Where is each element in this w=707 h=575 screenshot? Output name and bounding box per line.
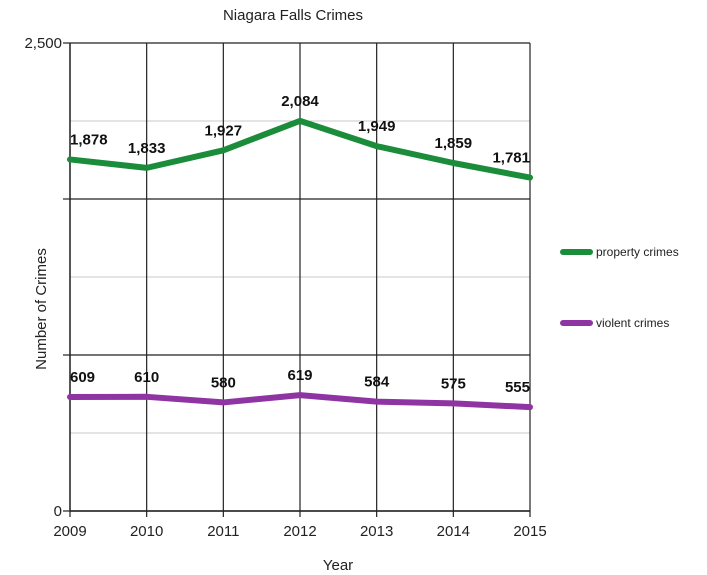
data-label: 1,781 [492,150,530,167]
data-label: 584 [364,374,390,391]
chart-title: Niagara Falls Crimes [223,7,363,24]
data-label: 580 [211,374,236,391]
data-label: 1,878 [70,131,108,148]
x-tick-label: 2015 [513,523,546,540]
data-label: 2,084 [281,93,319,110]
grid [69,42,531,512]
x-tick-label: 2013 [360,523,393,540]
x-axis-label: Year [323,557,353,574]
data-labels: 1,878 1,833 1,927 2,084 1,949 1,859 1,781 609 61… [70,93,530,396]
x-tick-label: 2009 [53,523,86,540]
y-axis-label: Number of Crimes [33,248,50,370]
data-label: 575 [441,375,466,392]
legend-entry: violent crimes [596,316,669,330]
x-tick-labels: 2009 2010 2011 2012 2013 2014 2015 [53,523,546,540]
axes [63,42,531,517]
series-line-violent-crimes [67,392,533,411]
x-tick-label: 2011 [207,523,239,540]
data-label: 1,833 [128,140,166,157]
legend-entry: property crimes [596,245,679,259]
x-tick-label: 2010 [130,523,163,540]
data-label: 619 [287,367,312,384]
legend: property crimes violent crimes [560,245,679,330]
data-label: 555 [505,379,530,396]
series-lines [67,117,533,411]
y-tick-label: 0 [54,503,62,520]
data-label: 609 [70,369,95,386]
y-tick-label: 2,500 [24,35,62,52]
x-tick-label: 2014 [437,523,470,540]
data-label: 610 [134,369,159,386]
data-label: 1,859 [435,135,473,152]
data-label: 1,927 [205,122,243,139]
y-tick-labels: 0 2,500 [24,35,62,520]
data-label: 1,949 [358,118,396,135]
x-tick-label: 2012 [283,523,316,540]
series-line-property-crimes [67,117,533,181]
